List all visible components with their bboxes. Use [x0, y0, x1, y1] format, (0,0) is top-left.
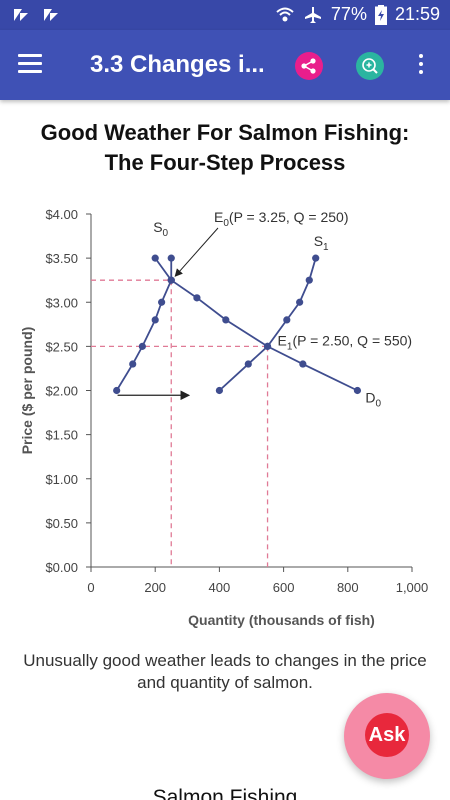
equilibrium-pointer-arrow — [174, 227, 219, 277]
data-point — [138, 342, 146, 350]
ask-label: Ask — [365, 713, 409, 757]
data-point — [305, 276, 313, 284]
series-line-s0 — [115, 257, 173, 391]
equilibrium-values: (P = 2.50, Q = 550) — [292, 332, 412, 348]
figure-caption: Unusually good weather leads to changes … — [23, 651, 427, 692]
data-point — [167, 254, 175, 262]
x-tick-label: 400 — [209, 580, 231, 595]
equilibrium-label: E1(P = 2.50, Q = 550) — [278, 332, 413, 352]
wifi-icon — [276, 7, 294, 21]
series-label-s0: S0 — [153, 219, 168, 239]
data-point — [283, 316, 291, 324]
data-point — [193, 294, 201, 302]
ask-button[interactable]: Ask — [344, 693, 430, 779]
page-title: 3.3 Changes i... — [90, 51, 265, 78]
status-bar: 77% 21:59 — [0, 0, 450, 30]
data-point — [215, 386, 223, 395]
y-tick-label: $4.00 — [45, 207, 78, 222]
y-tick-label: $3.00 — [45, 295, 78, 310]
chart-svg: $0.00 $0.50 $1.00 $1.50 $2.00 $2.50 $3.00 $3.50… — [19, 207, 429, 628]
y-tick-label: $3.50 — [45, 251, 78, 266]
notification-icon — [14, 9, 28, 21]
data-point — [113, 386, 121, 395]
zoom-in-icon — [362, 58, 378, 74]
x-tick-label: 1,000 — [396, 580, 429, 595]
series-label-d0: D0 — [365, 390, 381, 410]
data-point — [151, 316, 159, 324]
x-tick-label: 800 — [337, 580, 359, 595]
data-point — [353, 386, 362, 395]
battery-icon — [374, 4, 387, 25]
x-tick-label: 600 — [273, 580, 295, 595]
clock: 21:59 — [394, 4, 440, 24]
status-left — [12, 7, 60, 23]
series-label-subscript: 0 — [163, 228, 169, 239]
y-tick-label: $0.00 — [45, 560, 78, 575]
y-tick-label: $2.50 — [45, 339, 78, 354]
equilibrium-values: (P = 3.25, Q = 250) — [229, 209, 349, 225]
data-point — [222, 316, 230, 324]
battery-percent: 77% — [330, 4, 367, 24]
y-tick-label: $2.00 — [45, 384, 78, 399]
supply-demand-chart: $0.00 $0.50 $1.00 $1.50 $2.00 $2.50 $3.00 $3.50… — [0, 195, 450, 640]
x-axis-label: Quantity (thousands of fish) — [188, 612, 375, 628]
series-label-subscript: 1 — [323, 242, 329, 253]
y-tick-label: $1.00 — [45, 472, 78, 487]
data-point — [129, 360, 137, 368]
y-tick-label: $0.50 — [45, 516, 78, 531]
data-point — [244, 360, 252, 368]
notification-icon — [44, 9, 58, 21]
y-tick-label: $1.50 — [45, 428, 78, 443]
equilibrium-subscript: 1 — [287, 341, 293, 352]
series-line-d0 — [170, 258, 358, 392]
zoom-in-button[interactable] — [356, 52, 384, 80]
section-heading: Salmon Fishing — [152, 786, 298, 800]
y-axis-label: Price ($ per pound) — [19, 327, 35, 455]
x-tick-label: 200 — [144, 580, 166, 595]
data-point — [296, 298, 304, 306]
more-vert-icon[interactable] — [414, 54, 428, 78]
series-label-s1: S1 — [314, 233, 329, 253]
app-bar: 3.3 Changes i... — [0, 30, 450, 100]
x-tick-label: 0 — [87, 580, 94, 595]
heading-line-2: The Four-Step Process — [104, 150, 346, 175]
data-point — [158, 298, 166, 306]
data-point — [312, 254, 320, 262]
data-point — [167, 276, 175, 284]
series-label-subscript: 0 — [376, 399, 382, 410]
figure-heading: Good Weather For Salmon Fishing: The Fou… — [0, 118, 450, 178]
share-icon — [301, 58, 316, 74]
data-point — [299, 360, 307, 368]
equilibrium-label: E0(P = 3.25, Q = 250) — [214, 209, 349, 229]
airplane-icon — [304, 6, 321, 23]
menu-icon[interactable] — [18, 54, 42, 74]
equilibrium-subscript: 0 — [223, 218, 229, 229]
heading-line-1: Good Weather For Salmon Fishing: — [40, 120, 410, 145]
share-button[interactable] — [295, 52, 323, 80]
data-point — [151, 254, 159, 262]
status-right: 77% 21:59 — [275, 4, 440, 25]
data-point — [263, 342, 272, 350]
